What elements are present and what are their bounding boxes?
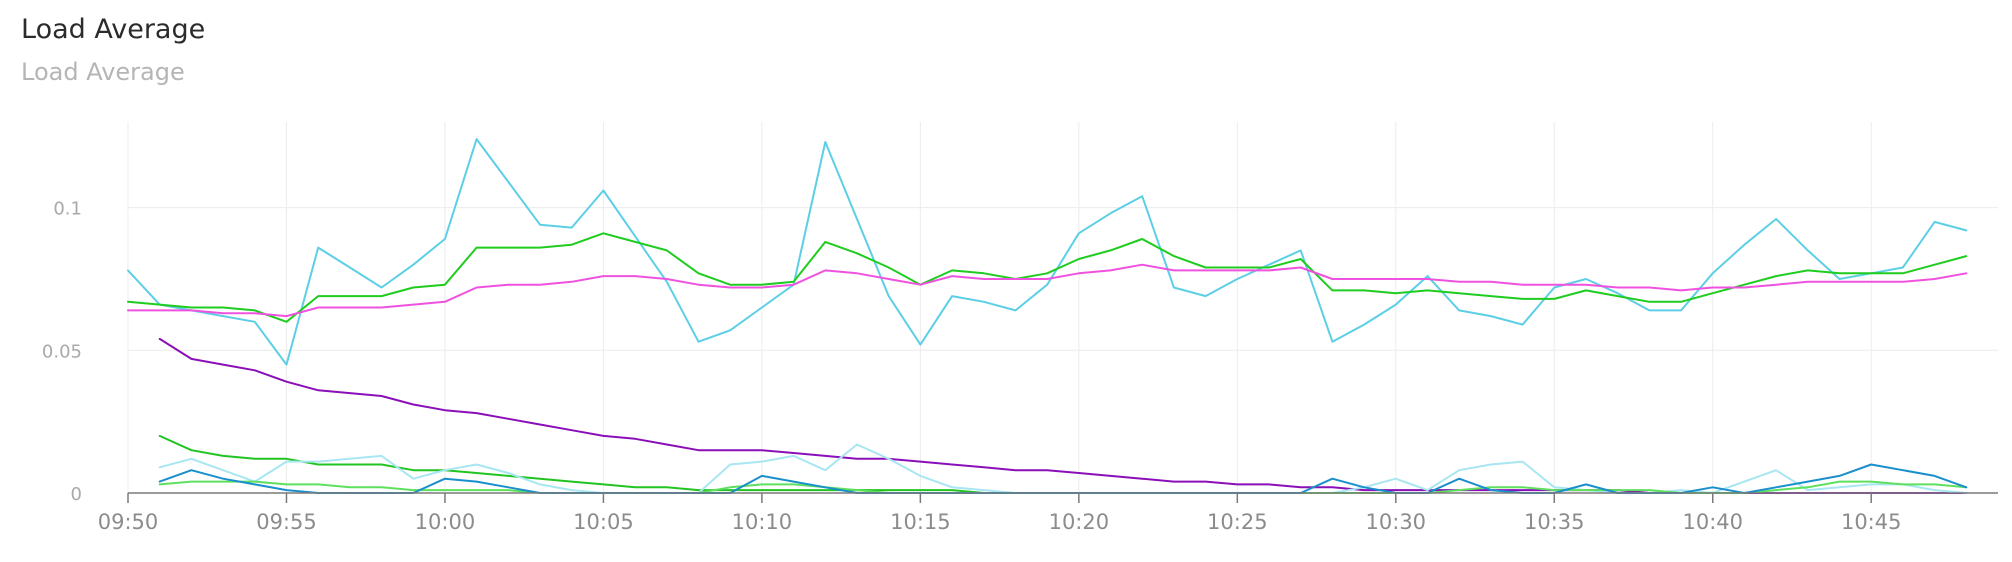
chart-title: Load Average [21,14,206,45]
y-tick-label: 0.1 [53,199,82,220]
x-tick-label: 10:30 [1366,510,1427,534]
x-tick-label: 10:25 [1207,510,1268,534]
x-tick-label: 10:45 [1841,510,1902,534]
series-line-2 [127,263,1968,318]
series-line-1 [127,232,1968,323]
x-tick-label: 09:55 [256,510,317,534]
x-tick-label: 09:50 [98,510,159,534]
x-tick-label: 10:20 [1049,510,1110,534]
y-tick-label: 0 [71,484,82,505]
x-tick-label: 10:15 [890,510,951,534]
series-line-7 [158,463,1968,494]
x-tick-label: 10:40 [1682,510,1743,534]
x-tick-label: 10:35 [1524,510,1585,534]
chart-subtitle: Load Average [21,58,185,86]
x-tick-label: 10:00 [415,510,476,534]
series-line-0 [127,138,1968,366]
x-tick-label: 10:05 [573,510,634,534]
y-tick-label: 0.05 [42,341,82,362]
x-tick-label: 10:10 [732,510,793,534]
